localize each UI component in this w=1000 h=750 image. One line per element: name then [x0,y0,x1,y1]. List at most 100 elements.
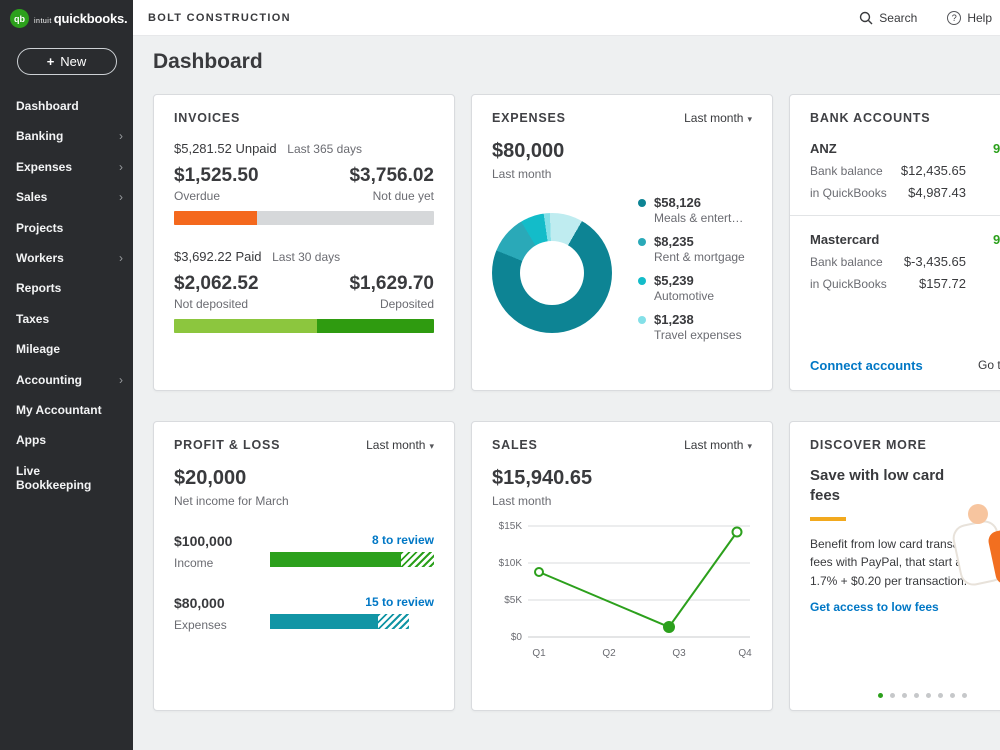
pagination-dot[interactable] [890,693,895,698]
bank-account-row[interactable]: Mastercard 9 Bank balance $-3,435.65 in … [810,232,1000,291]
go-to-registers-link[interactable]: Go to registers [978,358,1000,372]
pagination-dot[interactable] [938,693,943,698]
pagination-dot[interactable] [926,693,931,698]
not-due-label: Not due yet [372,189,434,203]
unpaid-progress-bar[interactable] [174,211,434,225]
legend-dot-icon [638,237,646,246]
paid-period: Last 30 days [272,250,341,264]
paid-progress-bar[interactable] [174,319,434,333]
sidebar-item-label: Expenses [16,159,73,174]
deposited-bar-segment [317,319,434,333]
sidebar-item-apps[interactable]: Apps [0,425,133,455]
bank-account-row[interactable]: ANZ 9 Bank balance $12,435.65 in QuickBo… [810,141,1000,200]
x-axis-tick: Q3 [672,648,686,659]
sidebar-item-mileage[interactable]: Mileage [0,334,133,364]
sidebar-item-label: Mileage [16,342,61,357]
income-bar[interactable] [270,552,434,567]
chevron-right-icon: › [119,190,123,205]
expenses-card[interactable]: EXPENSES Last month ▾ $80,000 Last month … [471,94,773,391]
promo-accent-bar [810,516,846,521]
carousel-pagination [878,693,967,698]
sales-subtitle: Last month [492,494,552,508]
data-point-marker-selected[interactable] [663,621,675,633]
sidebar-nav: Dashboard Banking › Expenses › Sales › Proj… [0,91,133,500]
chevron-right-icon: › [119,129,123,144]
sidebar-item-label: Sales [16,190,48,205]
sales-period-selector[interactable]: Last month ▾ [684,438,752,452]
expenses-donut-chart[interactable] [492,213,612,333]
quickbooks-logo[interactable]: qb intuit quickbooks. [0,0,133,34]
in-quickbooks-label: in QuickBooks [810,277,887,291]
invoices-card-title: INVOICES [174,111,241,125]
pagination-dot[interactable] [950,693,955,698]
sidebar-item-dashboard[interactable]: Dashboard [0,91,133,121]
connect-accounts-link[interactable]: Connect accounts [810,358,923,373]
x-axis-tick: Q4 [738,648,752,659]
discover-more-card[interactable]: DISCOVER MORE Save with low card fees Be… [789,421,1000,711]
sidebar-item-sales[interactable]: Sales › [0,182,133,212]
new-button[interactable]: + New [16,48,117,75]
sidebar-item-label: Apps [16,433,46,448]
sidebar-item-banking[interactable]: Banking › [0,121,133,151]
sidebar-item-label: Live Bookkeeping [16,463,92,493]
legend-item[interactable]: $1,238 Travel expenses [638,312,745,342]
plus-icon: + [46,54,55,69]
sidebar-item-projects[interactable]: Projects [0,213,133,243]
pagination-dot-active[interactable] [878,693,883,698]
expenses-amount: $80,000 [174,595,225,611]
sidebar-item-workers[interactable]: Workers › [0,243,133,273]
sales-card[interactable]: SALES Last month ▾ $15,940.65 Last month … [471,421,773,711]
sales-line [538,531,738,629]
chevron-right-icon: › [119,250,123,265]
legend-item[interactable]: $58,126 Meals & entert… [638,195,745,225]
expenses-review-link[interactable]: 15 to review [365,595,434,609]
pagination-dot[interactable] [962,693,967,698]
legend-amount: $58,126 [654,195,701,210]
quickbooks-wordmark: quickbooks. [53,11,128,26]
legend-amount: $8,235 [654,234,694,249]
help-button[interactable]: ? Help [947,10,992,25]
search-button[interactable]: Search [859,11,917,25]
not-deposited-label: Not deposited [174,297,249,311]
account-name: ANZ [810,141,837,156]
sidebar-item-expenses[interactable]: Expenses › [0,152,133,182]
overdue-amount: $1,525.50 [174,165,259,186]
income-label: Income [174,556,214,570]
income-review-link[interactable]: 8 to review [371,533,434,547]
legend-dot-icon [638,276,646,285]
expenses-bar[interactable] [270,614,434,629]
topbar: BOLT CONSTRUCTION Search ? Help [133,0,1000,36]
intuit-wordmark: intuit [34,18,52,25]
sales-line-chart[interactable]: $15K $10K $5K $0 Q1 Q2 Q3 Q4 [492,518,754,660]
sidebar-item-label: Dashboard [16,99,79,113]
profit-loss-period-selector[interactable]: Last month ▾ [366,438,434,452]
sidebar-item-my-accountant[interactable]: My Accountant [0,395,133,425]
legend-label: Rent & mortgage [654,250,745,264]
discover-card-title: DISCOVER MORE [810,438,927,452]
account-name: Mastercard [810,232,880,247]
pagination-dot[interactable] [914,693,919,698]
sidebar-item-label: Accounting [16,372,82,387]
review-count-badge: 9 [993,232,1000,247]
legend-item[interactable]: $8,235 Rent & mortgage [638,234,745,264]
sidebar-item-label: My Accountant [16,402,102,417]
overdue-bar-segment [174,211,258,225]
sidebar-item-label: Banking [16,129,64,144]
pagination-dot[interactable] [902,693,907,698]
unpaid-total: $5,281.52 Unpaid [174,141,277,156]
profit-loss-card[interactable]: PROFIT & LOSS Last month ▾ $20,000 Net in… [153,421,455,711]
legend-item[interactable]: $5,239 Automotive [638,273,745,303]
sidebar-item-taxes[interactable]: Taxes [0,304,133,334]
sidebar-item-accounting[interactable]: Accounting › [0,365,133,395]
data-point-marker[interactable] [534,567,544,577]
sidebar-item-reports[interactable]: Reports [0,273,133,303]
sidebar-item-live-bookkeeping[interactable]: Live Bookkeeping [0,456,133,501]
not-due-amount: $3,756.02 [349,165,434,186]
expenses-period-selector[interactable]: Last month ▾ [684,111,752,125]
promo-cta-link[interactable]: Get access to low fees [810,600,939,615]
invoices-card[interactable]: INVOICES $5,281.52 Unpaid Last 365 days … [153,94,455,391]
legend-amount: $1,238 [654,312,694,327]
data-point-marker[interactable] [731,526,743,538]
y-axis-tick: $10K [499,558,523,569]
bank-accounts-card[interactable]: BANK ACCOUNTS ANZ 9 Bank balance $12,435… [789,94,1000,391]
